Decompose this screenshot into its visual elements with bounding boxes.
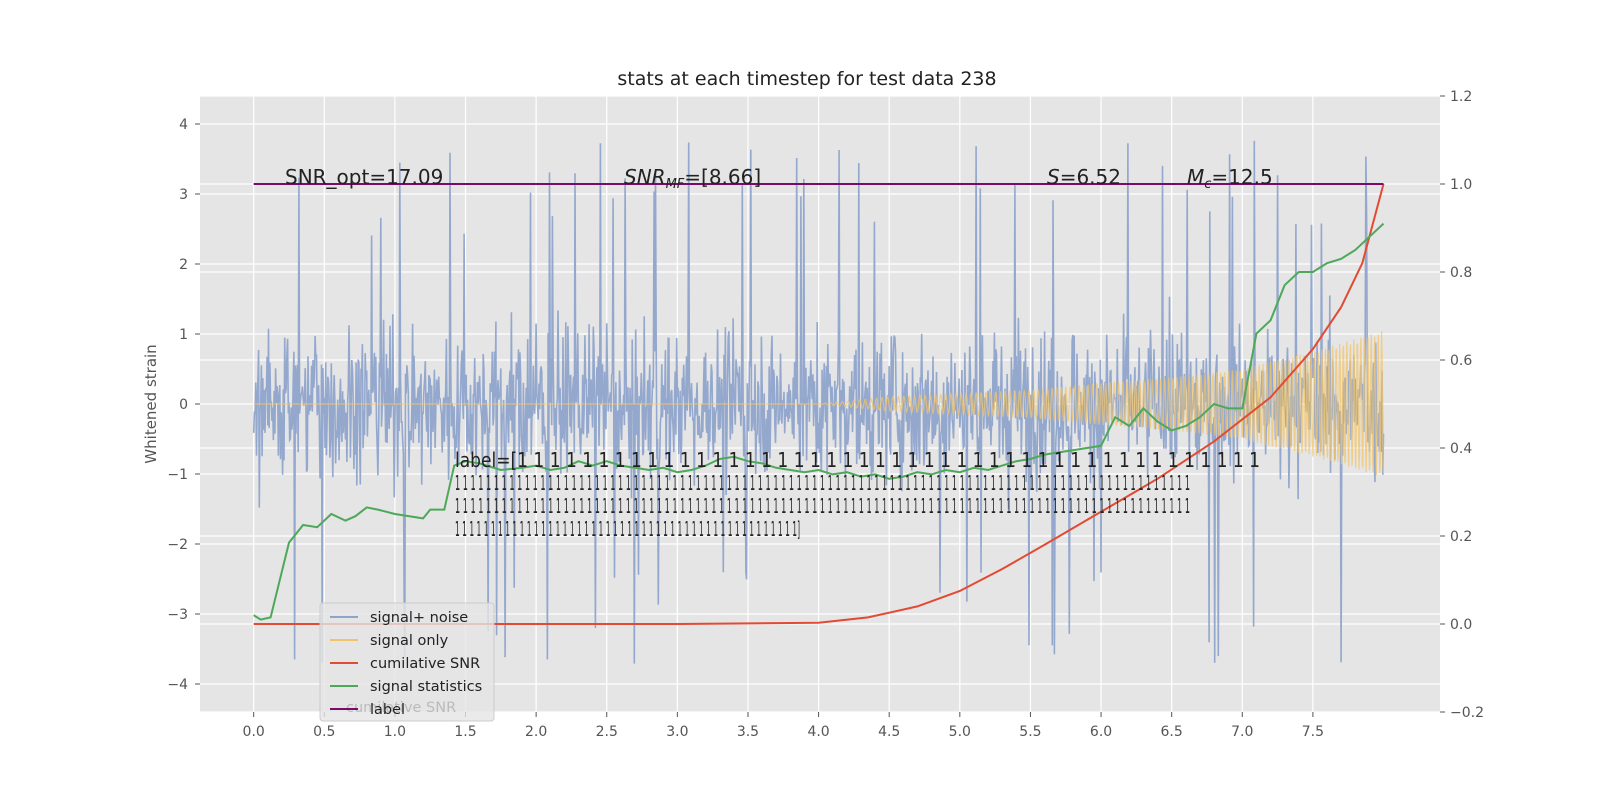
- x-tick-label: 2.0: [525, 724, 547, 740]
- legend-items: signal+ noise signal only cumilative SNR…: [330, 610, 482, 718]
- label-annotation-line-4: 1 1 1 1 1 1 1 1 1 1 1 1 1 1 1 1 1 1 1 1 …: [455, 517, 800, 541]
- y-tick-label: 2: [179, 257, 188, 273]
- legend: cumilative SNR signal+ noise signal only…: [319, 602, 495, 722]
- x-tick-label: 4.5: [878, 724, 900, 740]
- x-tick-label: 4.0: [807, 724, 829, 740]
- y2-tick-label: 0.0: [1450, 617, 1472, 633]
- legend-label-signal-only: signal only: [370, 633, 449, 649]
- legend-label-signal-statistics: signal statistics: [370, 679, 482, 695]
- x-tick-label: 3.0: [666, 724, 688, 740]
- y-tick-label: 4: [179, 117, 188, 133]
- x-tick-label: 2.5: [596, 724, 618, 740]
- x-tick-label: 5.5: [1019, 724, 1041, 740]
- cumilative-snr-line: [253, 183, 1385, 625]
- y2-tick-label: 1.2: [1450, 89, 1472, 105]
- data-series: [252, 140, 1385, 664]
- label-annotation-line-3: 1 1 1 1 1 1 1 1 1 1 1 1 1 1 1 1 1 1 1 1 …: [455, 494, 1190, 518]
- axes: 0.0 0.5 1.0 1.5 2.0 2.5 3.0 3.5 4.0 4.5 5.0 5.5 6.0 6…: [167, 89, 1484, 740]
- signal-only-line: [253, 331, 1385, 476]
- y2-tick-label: 1.0: [1450, 177, 1472, 193]
- y2-tick-label: 0.2: [1450, 529, 1472, 545]
- legend-label-label: label: [370, 702, 405, 718]
- y-tick-label: −2: [167, 537, 188, 553]
- x-tick-label: 6.0: [1090, 724, 1112, 740]
- legend-box: [319, 602, 495, 722]
- x-tick-label: 6.5: [1161, 724, 1183, 740]
- x-tick-label: 1.0: [384, 724, 406, 740]
- snr-mf-annotation: SNRMF=[8.66]: [624, 165, 761, 192]
- y-axis-label: Whitened strain: [142, 344, 160, 463]
- x-tick-label: 5.0: [949, 724, 971, 740]
- y-tick-label: 1: [179, 327, 188, 343]
- x-tick-label: 3.5: [737, 724, 759, 740]
- legend-label-cumilative-snr: cumilative SNR: [370, 656, 480, 672]
- y-tick-label: −1: [167, 467, 188, 483]
- x-tick-label: 1.5: [454, 724, 476, 740]
- y2-tick-label: 0.6: [1450, 353, 1472, 369]
- label-annotation-line-1: label=[1 1 1 1 1 1 1 1 1 1 1 1 1 1 1 1 1…: [455, 448, 1260, 472]
- x-tick-label: 7.0: [1231, 724, 1253, 740]
- y2-tick-label: 0.4: [1450, 441, 1472, 457]
- y2-tick-label: 0.8: [1450, 265, 1472, 281]
- legend-label-signal-noise: signal+ noise: [370, 610, 468, 626]
- legend-hidden-text: cumilative SNR: [346, 700, 456, 716]
- x-tick-label: 0.5: [313, 724, 335, 740]
- y-tick-label: 0: [179, 397, 188, 413]
- snr-opt-annotation: SNR_opt=17.09: [285, 165, 443, 189]
- y2-tick-label: −0.2: [1450, 705, 1484, 721]
- signal-statistics-line: [253, 222, 1385, 621]
- mc-annotation: Mc=12.5: [1187, 165, 1273, 192]
- signal-noise-line: [252, 140, 1385, 664]
- x-tick-label: 7.5: [1302, 724, 1324, 740]
- label-annotation-line-2: 1 1 1 1 1 1 1 1 1 1 1 1 1 1 1 1 1 1 1 1 …: [455, 471, 1190, 495]
- y-tick-label: −4: [167, 677, 188, 693]
- s-annotation: S=6.52: [1047, 165, 1121, 189]
- y-tick-label: −3: [167, 607, 188, 623]
- x-tick-label: 0.0: [243, 724, 265, 740]
- y-tick-label: 3: [179, 187, 188, 203]
- annotations: SNR_opt=17.09 SNRMF=[8.66] S=6.52 Mc=12.…: [285, 165, 1273, 541]
- chart-title: stats at each timestep for test data 238: [617, 68, 996, 90]
